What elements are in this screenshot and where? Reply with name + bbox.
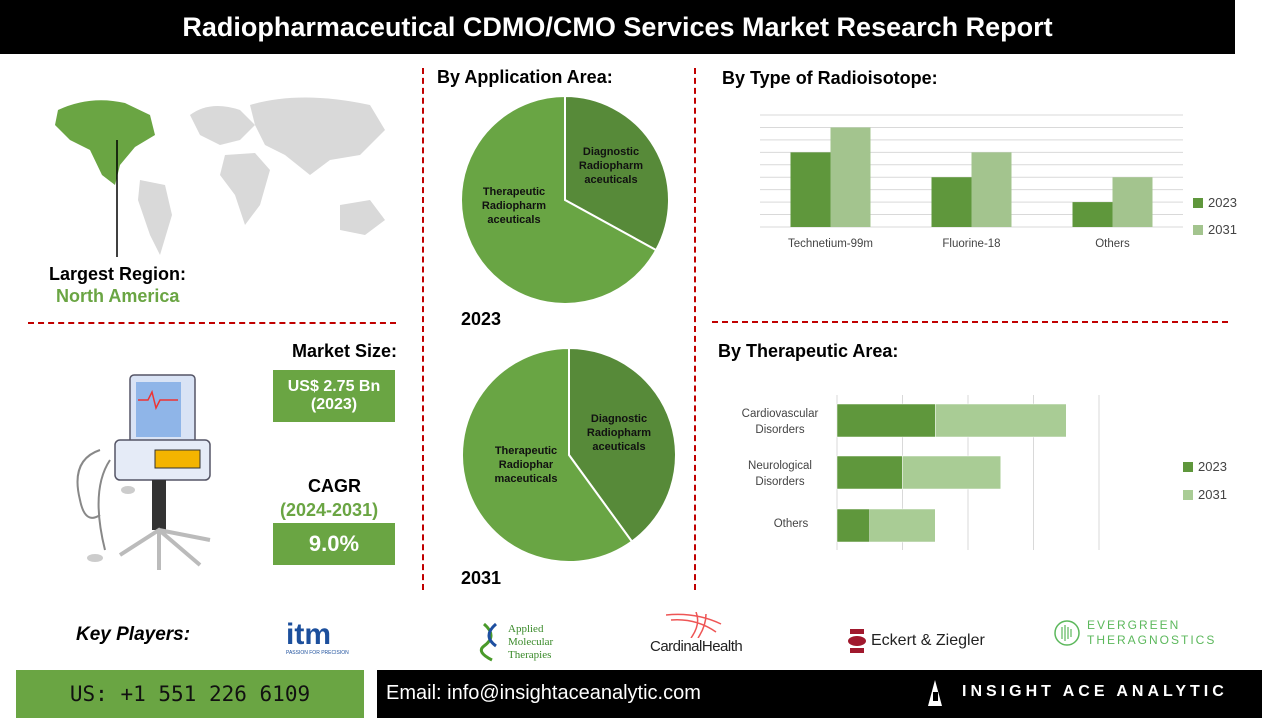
market-size-year: (2023) [310,396,358,413]
market-size-value: US$ 2.75 Bn [287,378,381,395]
pie-label: Therapeutic Radiophar maceuticals [494,445,558,485]
pie-caption-2023: 2023 [461,309,502,329]
bar-2031 [902,455,1001,490]
divider [28,322,396,324]
divider [694,68,696,590]
bar-2023 [790,152,831,227]
insight-ace-logo-icon [928,680,942,706]
footer-bar [377,670,1262,718]
medical-monitor-illustration [76,374,211,570]
divider [712,321,1228,323]
bar-2031 [971,152,1012,227]
pie-slice [460,94,658,305]
bar-2031 [830,127,871,227]
application-pie-charts [460,94,677,563]
bar-2023 [836,403,936,438]
brand-name: INSIGHT ACE ANALYTIC [962,683,1228,700]
bar-2031 [935,403,1067,438]
bar-2023 [836,508,870,543]
market-size-box: US$ 2.75 Bn (2023) [273,370,395,422]
email-link[interactable]: Email: info@insightaceanalytic.com [386,682,701,704]
legend-item-2031: 2031 [1193,222,1237,237]
pie-label: Therapeutic Radiopharm aceuticals [481,186,547,226]
applied-molecular-therapies-logo: Applied Molecular Therapies [478,622,568,662]
pie-slice [461,346,634,563]
pie-slice [568,346,677,543]
bar-2031 [869,508,936,543]
y-tick-label: Neurological Disorders [748,460,812,488]
y-tick-label: Cardiovascular Disorders [741,408,819,436]
market-size-label: Market Size: [291,341,397,361]
pie-label: Diagnostic Radiopharm aceuticals [578,146,644,186]
bar-2023 [931,177,972,227]
x-tick-label: Technetium-99m [787,238,873,250]
largest-region-label: Largest Region: [49,264,187,284]
pie-slice [564,94,670,252]
world-map [55,97,385,257]
itm-logo: itm PASSION FOR PRECISION [286,618,349,657]
x-tick-label: Others [1095,238,1130,250]
legend-item-2023: 2023 [1193,195,1237,210]
application-chart-title: By Application Area: [437,67,613,87]
legend-item-2031: 2031 [1183,487,1227,502]
phone-number[interactable]: US: +1 551 226 6109 [16,670,364,718]
cagr-period: (2024-2031) [280,500,379,520]
key-players-label: Key Players: [76,624,191,645]
bar-2023 [836,455,903,490]
y-tick-label: Others [773,518,809,530]
largest-region-value: North America [56,286,180,306]
pie-caption-2031: 2031 [461,568,502,588]
divider [422,68,424,590]
radioisotope-chart-title: By Type of Radioisotope: [722,68,938,88]
bar-2023 [1072,202,1113,227]
x-tick-label: Fluorine-18 [942,238,1001,250]
cagr-value: 9.0% [273,523,395,565]
bar-2031 [1112,177,1153,227]
report-title: Radiopharmaceutical CDMO/CMO Services Ma… [0,0,1235,54]
pie-label: Diagnostic Radiopharm aceuticals [586,413,652,453]
cardinal-health-logo: CardinalHealth [650,612,743,656]
evergreen-theragnostics-logo: EVERGREEN THERAGNOSTICS [1053,618,1217,648]
eckert-ziegler-logo: Eckert & Ziegler [848,629,985,653]
cagr-label: CAGR [308,476,361,496]
legend-item-2023: 2023 [1183,459,1227,474]
therapeutic-chart-title: By Therapeutic Area: [718,341,899,361]
